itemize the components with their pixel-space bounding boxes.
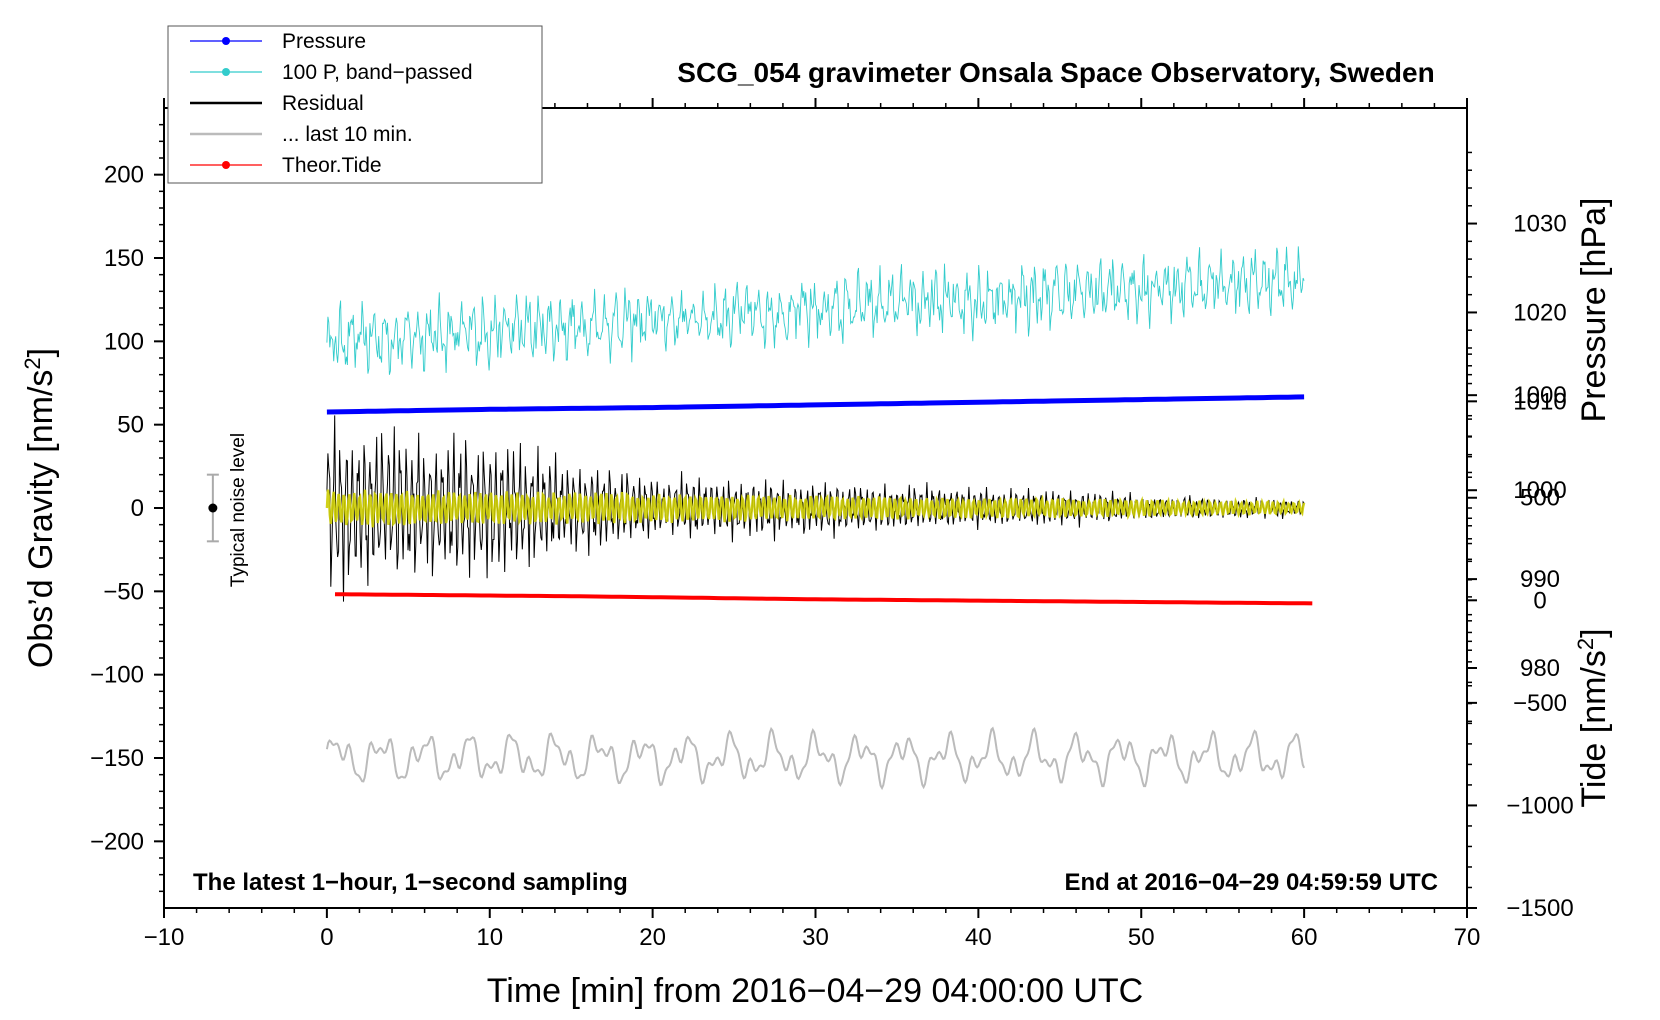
- y-axis-title-gravity: Obs’d Gravity [nm/s2]: [20, 348, 61, 668]
- legend-marker: [222, 37, 230, 45]
- x-tick-label: 0: [320, 924, 333, 951]
- y-tick-label-gravity: 150: [104, 245, 144, 272]
- y-tick-label-pressure: 1020: [1513, 299, 1566, 326]
- y-tick-label-tide: 500: [1520, 485, 1560, 512]
- y-tick-label-gravity: −200: [90, 828, 144, 855]
- x-axis-title: Time [min] from 2016−04−29 04:00:00 UTC: [487, 972, 1143, 1010]
- y-tick-label-tide: −1500: [1506, 895, 1573, 922]
- series-bandpassed-line: [326, 246, 1305, 375]
- y-tick-label-gravity: 200: [104, 162, 144, 189]
- legend-marker: [222, 161, 230, 169]
- y-tick-label-pressure: 990: [1520, 566, 1560, 593]
- x-tick-label: 50: [1128, 924, 1155, 951]
- legend-label-tide: Theor.Tide: [282, 154, 382, 177]
- legend-label-bandpassed: 100 P, band−passed: [282, 61, 473, 84]
- y-tick-label-tide: −1000: [1506, 792, 1573, 819]
- legend-box: [167, 25, 543, 184]
- y-axis-title-pressure: Pressure [hPa]: [1575, 198, 1613, 423]
- series-tide-line: [334, 592, 1313, 606]
- noise-level-label: Typical noise level: [228, 433, 249, 587]
- y-tick-label-pressure: 980: [1520, 655, 1560, 682]
- legend-marker: [222, 68, 230, 76]
- x-tick-label: −10: [144, 924, 185, 951]
- series-pressure-line: [326, 394, 1305, 415]
- y-tick-label-gravity: −50: [103, 578, 144, 605]
- x-tick-label: 70: [1454, 924, 1481, 951]
- y-tick-label-pressure: 1010: [1513, 388, 1566, 415]
- series-last10-line: [325, 726, 1306, 791]
- y-tick-label-pressure: 1030: [1513, 211, 1566, 238]
- chart-title: SCG_054 gravimeter Onsala Space Observat…: [677, 57, 1434, 88]
- axes-layer: −10 0 10 20 30 40 50 60 70200150100500−50−100−15…: [90, 98, 1574, 951]
- x-tick-label: 40: [965, 924, 992, 951]
- y-tick-label-gravity: 100: [104, 328, 144, 355]
- y-tick-label-gravity: 0: [131, 495, 144, 522]
- y-tick-label-pressure: 1000: [1513, 477, 1566, 504]
- y-axis-title-tide: Tide [nm/s2]: [1573, 628, 1614, 807]
- x-tick-label: 60: [1291, 924, 1318, 951]
- legend-label-residual: Residual: [282, 92, 364, 115]
- noise-dot: [208, 503, 218, 513]
- y-tick-label-tide: −500: [1513, 690, 1567, 717]
- y-tick-label-tide: 1000: [1513, 382, 1566, 409]
- x-tick-label: 30: [802, 924, 829, 951]
- x-tick-label: 20: [639, 924, 666, 951]
- y-tick-label-gravity: −150: [90, 745, 144, 772]
- legend-label-pressure: Pressure: [282, 30, 366, 53]
- y-tick-label-gravity: −100: [90, 662, 144, 689]
- annotation-end-time: End at 2016−04−29 04:59:59 UTC: [1064, 869, 1438, 896]
- y-tick-label-tide: 0: [1533, 587, 1546, 614]
- series-layer: [325, 246, 1313, 791]
- x-tick-label: 10: [476, 924, 503, 951]
- series-residual-filtered-line: [325, 489, 1306, 528]
- y-tick-label-gravity: 50: [117, 412, 144, 439]
- legend-items: [190, 37, 262, 169]
- legend-label-last10: ... last 10 min.: [282, 123, 413, 146]
- annotation-latest-hour: The latest 1−hour, 1−second sampling: [193, 869, 628, 896]
- noise-level-indicator: [206, 473, 219, 543]
- legend: Pressure 100 P, band−passed Residual ...…: [167, 25, 543, 184]
